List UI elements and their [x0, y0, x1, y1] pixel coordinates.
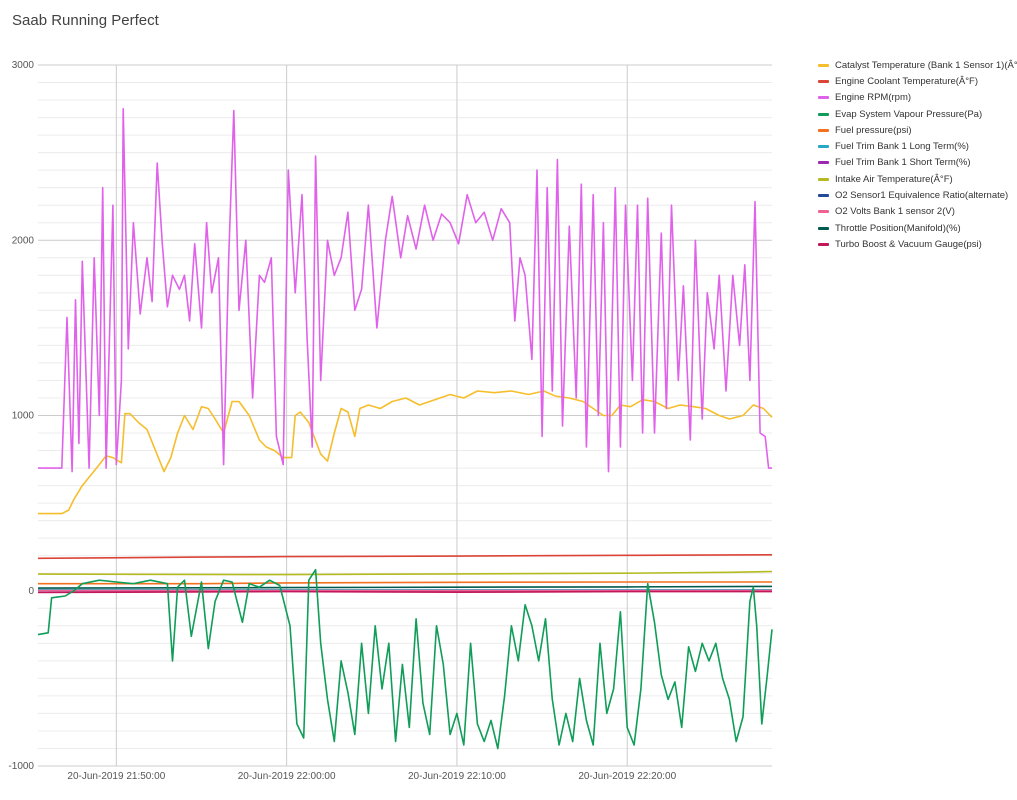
- legend-item[interactable]: Turbo Boost & Vacuum Gauge(psi): [818, 236, 1013, 252]
- legend-label: Catalyst Temperature (Bank 1 Sensor 1)(Â…: [835, 59, 1017, 71]
- legend-swatch: [818, 112, 829, 116]
- legend-swatch: [818, 177, 829, 181]
- legend-item[interactable]: O2 Volts Bank 1 sensor 2(V): [818, 204, 1013, 220]
- series-line-1: [38, 390, 773, 515]
- series-line-4: [37, 568, 773, 750]
- y-tick-label: 3000: [12, 60, 35, 71]
- legend-item[interactable]: Fuel Trim Bank 1 Long Term(%): [818, 138, 1013, 154]
- legend-label: O2 Sensor1 Equivalence Ratio(alternate): [835, 190, 1009, 202]
- y-tick-label: -1000: [8, 761, 34, 772]
- legend-label: Engine RPM(rpm): [835, 92, 912, 104]
- legend-swatch: [818, 194, 829, 198]
- series-line-11: [37, 585, 773, 589]
- series-line-5: [38, 581, 772, 585]
- legend-swatch: [818, 145, 829, 149]
- legend-label: Throttle Position(Manifold)(%): [835, 222, 961, 234]
- legend-item[interactable]: Catalyst Temperature (Bank 1 Sensor 1)(Â…: [818, 57, 1017, 73]
- series-line-3: [38, 108, 772, 473]
- legend-swatch: [818, 128, 829, 132]
- legend-swatch: [818, 242, 829, 246]
- legend-swatch: [818, 210, 829, 214]
- y-tick-label: 2000: [12, 235, 35, 246]
- x-tick-label: 20-Jun-2019 22:10:00: [408, 771, 506, 782]
- legend: Catalyst Temperature (Bank 1 Sensor 1)(Â…: [818, 57, 1017, 253]
- legend-item[interactable]: Throttle Position(Manifold)(%): [818, 220, 1013, 236]
- legend-label: O2 Volts Bank 1 sensor 2(V): [835, 206, 955, 218]
- axes: 3000 2000 1000 0 -1000 20-Jun-2019 21:50:00 20…: [8, 60, 676, 782]
- legend-swatch: [818, 161, 829, 165]
- series-line-8: [37, 570, 773, 576]
- legend-label: Fuel Trim Bank 1 Long Term(%): [835, 141, 969, 153]
- legend-label: Turbo Boost & Vacuum Gauge(psi): [835, 238, 982, 250]
- y-tick-label: 1000: [12, 411, 35, 422]
- legend-label: Fuel Trim Bank 1 Short Term(%): [835, 157, 971, 169]
- legend-item[interactable]: O2 Sensor1 Equivalence Ratio(alternate): [818, 187, 1013, 203]
- legend-swatch: [818, 63, 829, 67]
- legend-item[interactable]: Intake Air Temperature(Â°F): [818, 171, 1013, 187]
- x-tick-label: 20-Jun-2019 21:50:00: [67, 771, 165, 782]
- legend-item[interactable]: Fuel pressure(psi): [818, 122, 1013, 138]
- legend-item[interactable]: Engine RPM(rpm): [818, 90, 1013, 106]
- series-lines: [37, 108, 773, 750]
- x-tick-label: 20-Jun-2019 22:20:00: [578, 771, 676, 782]
- grid: [38, 64, 772, 767]
- legend-label: Engine Coolant Temperature(Â°F): [835, 75, 979, 87]
- series-line-2: [37, 554, 773, 560]
- y-tick-label: 0: [28, 586, 34, 597]
- legend-swatch: [818, 226, 829, 230]
- chart-title: Saab Running Perfect: [12, 12, 159, 29]
- legend-label: Fuel pressure(psi): [835, 124, 912, 136]
- legend-swatch: [818, 96, 829, 100]
- legend-item[interactable]: Fuel Trim Bank 1 Short Term(%): [818, 155, 1013, 171]
- x-tick-label: 20-Jun-2019 22:00:00: [238, 771, 336, 782]
- legend-item[interactable]: Engine Coolant Temperature(Â°F): [818, 73, 1013, 89]
- legend-label: Evap System Vapour Pressure(Pa): [835, 108, 983, 120]
- series-line-12: [37, 590, 772, 594]
- legend-item[interactable]: Evap System Vapour Pressure(Pa): [818, 106, 1013, 122]
- legend-label: Intake Air Temperature(Â°F): [835, 173, 953, 185]
- legend-swatch: [818, 79, 829, 83]
